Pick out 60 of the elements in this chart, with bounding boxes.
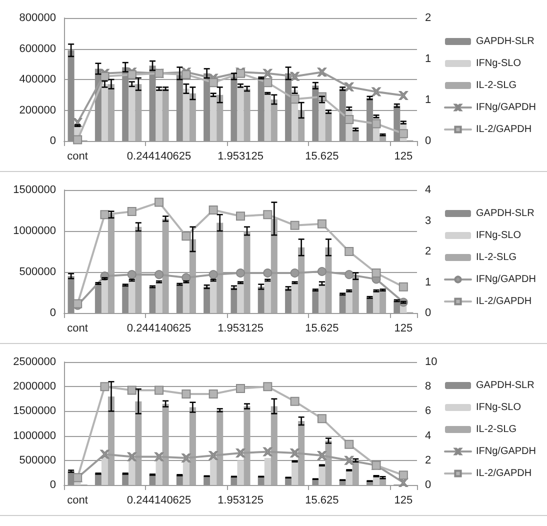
x-tick-label: 1.953125: [218, 150, 264, 162]
x-tick-label: 15.625: [305, 322, 339, 334]
y2-tick-label: 2: [425, 246, 432, 258]
legend-label: IL-2-SLG: [476, 252, 517, 263]
y2-tick-label: 1: [425, 94, 432, 106]
x-tick-label: 15.625: [305, 150, 339, 162]
y2-tick-label: 3: [425, 214, 432, 227]
y2-tick-label: 0: [425, 307, 432, 319]
y-tick-label: 0: [50, 479, 56, 491]
x-tick-label: 1.953125: [218, 322, 264, 334]
legend-label: GAPDH-SLR: [476, 208, 534, 219]
y-tick-label: 1000000: [13, 430, 56, 442]
x-tick-label: 0.244140625: [126, 322, 192, 334]
y2-tick-label: 2: [425, 12, 432, 24]
y-tick-label: 600000: [19, 42, 56, 55]
legend-label: IL-2/GAPDH: [476, 296, 532, 307]
y-tick-label: 1500000: [13, 184, 56, 196]
x-tick-label: 125: [394, 322, 413, 334]
y-tick-label: 500000: [19, 266, 56, 278]
legend-label: IL-2/GAPDH: [476, 124, 532, 135]
y2-tick-label: 4: [425, 430, 432, 442]
legend-label: IL-2-SLG: [476, 80, 517, 91]
y2-tick-label: 4: [425, 184, 432, 196]
legend-label: IFNg-SLO: [476, 230, 522, 241]
y-tick-label: 800000: [19, 12, 56, 24]
y-tick-label: 0: [50, 135, 56, 147]
y-tick-label: 1000000: [13, 225, 56, 237]
legend-label: IFNg/GAPDH: [476, 274, 536, 285]
legend-label: IFNg-SLO: [476, 402, 522, 413]
x-tick-label: 1.953125: [218, 494, 264, 506]
x-tick-label: 0.244140625: [126, 494, 192, 506]
x-tick-label: 125: [394, 494, 413, 506]
y2-tick-label: 1: [425, 276, 432, 288]
y2-tick-label: 0: [425, 135, 432, 147]
y2-tick-label: 10: [425, 356, 438, 368]
legend-label: IFNg/GAPDH: [476, 102, 536, 113]
y2-tick-label: 2: [425, 454, 432, 466]
legend-label: GAPDH-SLR: [476, 36, 534, 47]
x-tick-label: cont: [67, 322, 88, 334]
legend-label: IFNg-SLO: [476, 58, 522, 69]
legend-label: IFNg/GAPDH: [476, 446, 536, 457]
legend-label: IL-2-SLG: [476, 424, 517, 435]
y-tick-label: 400000: [19, 74, 56, 86]
y-tick-label: 2500000: [13, 356, 56, 368]
y-tick-label: 200000: [19, 104, 56, 116]
legend-label: IL-2/GAPDH: [476, 468, 532, 479]
x-tick-label: cont: [67, 494, 88, 506]
x-tick-label: 125: [394, 150, 413, 162]
y2-tick-label: 6: [425, 405, 432, 418]
x-tick-label: 0.244140625: [126, 150, 192, 162]
y2-tick-label: 0: [425, 479, 432, 491]
x-tick-label: cont: [67, 150, 88, 162]
y-tick-label: 0: [50, 307, 56, 319]
x-tick-label: 15.625: [305, 494, 339, 506]
y-tick-label: 500000: [19, 454, 56, 466]
y2-tick-label: 1: [425, 53, 432, 65]
y-tick-label: 2000000: [13, 380, 56, 393]
y2-tick-label: 8: [425, 380, 432, 393]
y-tick-label: 1500000: [13, 405, 56, 418]
legend-label: GAPDH-SLR: [476, 380, 534, 391]
